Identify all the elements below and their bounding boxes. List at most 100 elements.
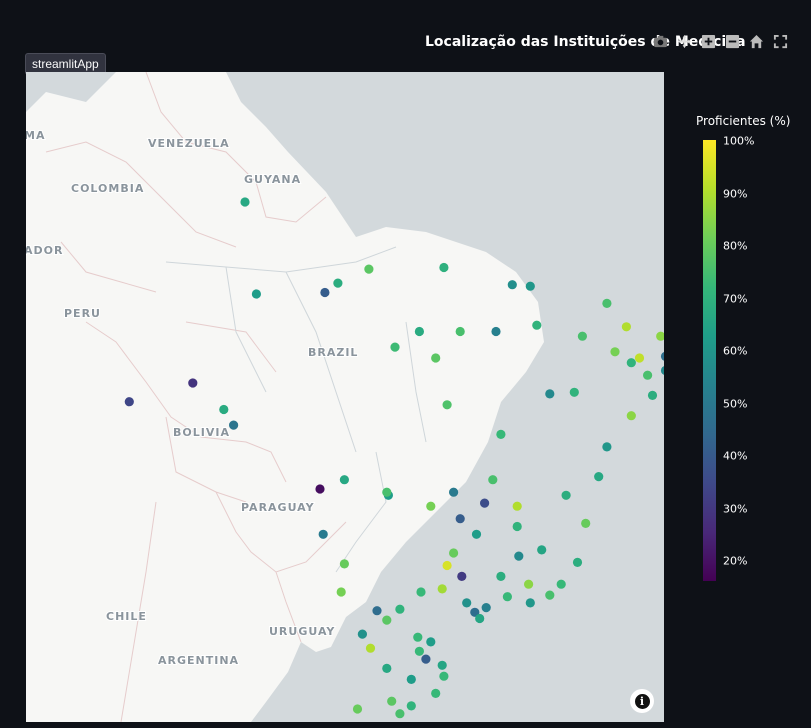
institution-marker[interactable] — [437, 660, 447, 670]
institution-marker[interactable] — [626, 411, 636, 421]
institution-marker[interactable] — [414, 326, 424, 337]
institution-marker[interactable] — [439, 671, 449, 681]
institution-marker[interactable] — [471, 529, 482, 539]
institution-marker[interactable] — [382, 615, 392, 625]
institution-marker[interactable] — [219, 404, 229, 415]
institution-marker[interactable] — [455, 514, 465, 524]
institution-marker[interactable] — [414, 646, 424, 656]
institution-marker[interactable] — [634, 353, 645, 363]
zoom-out-icon[interactable] — [724, 33, 741, 50]
institution-marker[interactable] — [480, 498, 490, 508]
institution-marker[interactable] — [488, 475, 498, 485]
institution-marker[interactable] — [426, 637, 436, 647]
institution-marker[interactable] — [577, 331, 588, 341]
label-argentina: ARGENTINA — [158, 654, 239, 667]
institution-marker[interactable] — [318, 529, 328, 539]
institution-marker[interactable] — [514, 551, 524, 561]
institution-marker[interactable] — [660, 366, 664, 375]
institution-marker[interactable] — [421, 654, 431, 664]
home-icon[interactable] — [748, 33, 765, 50]
institution-marker[interactable] — [240, 197, 250, 207]
institution-marker[interactable] — [395, 709, 405, 719]
institution-marker[interactable] — [336, 587, 346, 597]
institution-marker[interactable] — [656, 331, 664, 341]
institution-marker[interactable] — [537, 545, 547, 555]
institution-marker[interactable] — [229, 420, 239, 430]
institution-marker[interactable] — [572, 557, 583, 567]
institution-marker[interactable] — [545, 389, 555, 399]
institution-marker[interactable] — [339, 475, 349, 485]
institution-marker[interactable] — [470, 607, 480, 617]
institution-marker[interactable] — [449, 548, 459, 558]
institution-marker[interactable] — [439, 262, 449, 273]
institution-marker[interactable] — [507, 280, 517, 290]
institution-marker[interactable] — [643, 370, 653, 380]
institution-marker[interactable] — [431, 688, 441, 699]
institution-marker[interactable] — [457, 571, 467, 581]
zoom-in-icon[interactable] — [700, 33, 717, 50]
institution-marker[interactable] — [382, 663, 392, 674]
institution-marker[interactable] — [449, 487, 459, 497]
info-icon[interactable]: i — [630, 689, 654, 713]
institution-marker[interactable] — [315, 484, 325, 494]
institution-marker[interactable] — [320, 287, 330, 298]
institution-marker[interactable] — [382, 487, 392, 497]
institution-marker[interactable] — [413, 632, 423, 642]
institution-marker[interactable] — [431, 353, 441, 363]
institution-marker[interactable] — [660, 352, 664, 361]
institution-marker[interactable] — [475, 613, 485, 624]
institution-marker[interactable] — [364, 264, 374, 274]
institution-marker[interactable] — [251, 289, 261, 299]
colorbar-tick: 90% — [723, 187, 748, 200]
institution-marker[interactable] — [437, 584, 447, 594]
institution-marker[interactable] — [406, 701, 416, 711]
institution-marker[interactable] — [442, 400, 452, 410]
institution-marker[interactable] — [124, 397, 134, 407]
institution-marker[interactable] — [512, 501, 522, 511]
institution-marker[interactable] — [365, 643, 376, 653]
institution-marker[interactable] — [491, 326, 501, 337]
institution-marker[interactable] — [502, 592, 512, 602]
institution-marker[interactable] — [357, 629, 367, 639]
institution-marker[interactable] — [442, 560, 452, 571]
institution-marker[interactable] — [372, 606, 382, 616]
institution-marker[interactable] — [621, 322, 632, 332]
institution-marker[interactable] — [581, 518, 591, 528]
institution-marker[interactable] — [481, 603, 491, 613]
country-borders — [45, 72, 347, 722]
institution-marker[interactable] — [496, 429, 506, 439]
institution-marker[interactable] — [569, 387, 579, 397]
institution-marker[interactable] — [525, 598, 535, 608]
institution-marker[interactable] — [610, 347, 620, 357]
institution-marker[interactable] — [406, 674, 416, 685]
institution-marker[interactable] — [647, 390, 658, 400]
institution-marker[interactable] — [602, 298, 612, 308]
institution-marker[interactable] — [512, 521, 522, 532]
institution-marker[interactable] — [387, 696, 397, 706]
institution-marker[interactable] — [532, 320, 542, 330]
institution-marker[interactable] — [188, 378, 198, 388]
institution-marker[interactable] — [561, 490, 571, 500]
institution-marker[interactable] — [339, 559, 349, 569]
institution-marker[interactable] — [525, 281, 535, 291]
institution-marker[interactable] — [455, 326, 465, 337]
camera-icon[interactable] — [652, 33, 669, 50]
institution-marker[interactable] — [496, 571, 506, 581]
fullscreen-icon[interactable] — [772, 33, 789, 50]
institution-marker[interactable] — [390, 342, 400, 352]
institution-marker[interactable] — [524, 579, 534, 589]
institution-marker[interactable] — [602, 442, 612, 452]
institution-marker[interactable] — [416, 587, 426, 597]
map-canvas[interactable]: VENEZUELA COLOMBIA GUYANA ADOR MA PERU B… — [26, 72, 664, 722]
colorbar-tick: 100% — [723, 134, 755, 148]
institution-marker[interactable] — [556, 579, 566, 589]
institution-marker[interactable] — [626, 358, 636, 368]
institution-marker[interactable] — [352, 704, 363, 714]
institution-marker[interactable] — [333, 278, 343, 288]
institution-marker[interactable] — [545, 590, 555, 600]
pan-icon[interactable] — [676, 33, 693, 50]
institution-marker[interactable] — [426, 501, 436, 511]
institution-marker[interactable] — [594, 472, 604, 482]
institution-marker[interactable] — [462, 598, 472, 608]
institution-marker[interactable] — [395, 604, 405, 614]
